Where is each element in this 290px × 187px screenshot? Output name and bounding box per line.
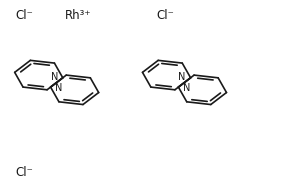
Text: Cl⁻: Cl⁻ [157, 9, 174, 22]
Text: Rh³⁺: Rh³⁺ [65, 9, 91, 22]
Text: N: N [178, 72, 186, 82]
Text: N: N [55, 83, 63, 93]
Text: Cl⁻: Cl⁻ [16, 166, 34, 179]
Text: N: N [183, 83, 191, 93]
Text: Cl⁻: Cl⁻ [16, 9, 34, 22]
Text: N: N [51, 72, 58, 82]
